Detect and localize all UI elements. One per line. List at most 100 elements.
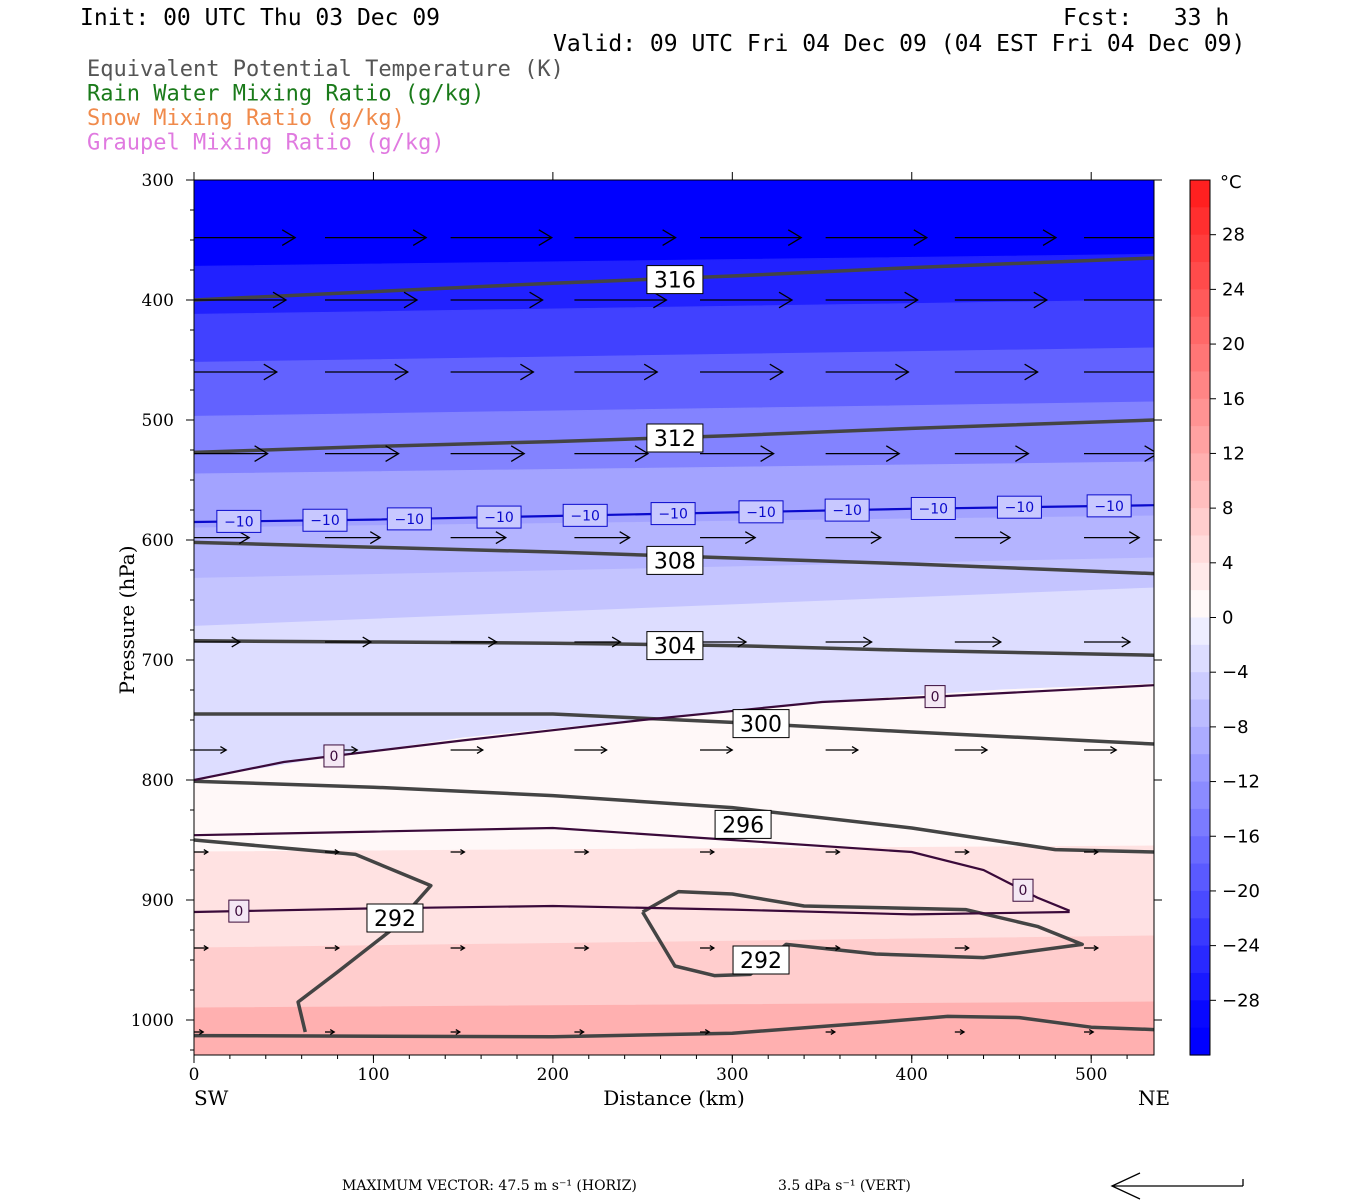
temperature-contour-label-box bbox=[302, 508, 348, 532]
colorbar-swatch bbox=[1190, 289, 1210, 318]
wind-vector bbox=[700, 636, 748, 648]
wind-vector bbox=[450, 445, 526, 462]
temperature-contour-label: −10 bbox=[746, 505, 776, 521]
legend-entry: Graupel Mixing Ratio (g/kg) bbox=[87, 131, 445, 156]
wind-vector bbox=[574, 636, 622, 648]
reference-vector-arrow bbox=[1110, 1172, 1244, 1200]
wind-vector bbox=[1084, 299, 1154, 301]
colorbar-swatch bbox=[1190, 644, 1210, 673]
colorbar-tick-label: 0 bbox=[1222, 608, 1233, 629]
colorbar-swatch bbox=[1190, 781, 1210, 810]
wind-vector bbox=[700, 745, 734, 755]
wind-vector bbox=[450, 291, 544, 309]
theta-e-label: 316 bbox=[654, 269, 696, 294]
wind-vector bbox=[574, 945, 590, 951]
colorbar-swatch bbox=[1190, 1000, 1210, 1029]
colorbar-swatch bbox=[1190, 371, 1210, 400]
valid-time: Valid: 09 UTC Fri 04 Dec 09 (04 EST Fri … bbox=[553, 31, 1245, 57]
temperature-contour-label-box bbox=[650, 502, 696, 526]
temperature-contour-label: −10 bbox=[1005, 500, 1035, 516]
theta-e-label-box bbox=[714, 809, 772, 839]
wind-vector bbox=[1084, 1029, 1095, 1035]
temperature-contour-label: −10 bbox=[310, 513, 340, 529]
theta-e-label-box bbox=[732, 709, 790, 739]
wind-vector bbox=[1084, 445, 1154, 462]
theta-e-label: 296 bbox=[722, 813, 764, 838]
wind-vector bbox=[574, 229, 677, 246]
temperature-contour bbox=[194, 684, 1154, 782]
wind-vector bbox=[954, 849, 970, 855]
wind-vector bbox=[700, 229, 803, 246]
colorbar-swatch bbox=[1190, 672, 1210, 701]
temperature-contour-label-box bbox=[738, 500, 784, 524]
wind-vector bbox=[1084, 849, 1100, 855]
colorbar-swatch bbox=[1190, 1027, 1210, 1056]
wind-vector bbox=[324, 229, 428, 246]
temperature-contour-label-box bbox=[228, 899, 250, 923]
temperature-contour-label: −10 bbox=[919, 501, 949, 517]
y-tick-label: 300 bbox=[142, 171, 174, 191]
wind-vector bbox=[954, 945, 970, 951]
wind-vector bbox=[700, 531, 757, 545]
wind-vector bbox=[574, 745, 608, 755]
wind-vector bbox=[825, 849, 841, 855]
wind-vector bbox=[450, 1029, 462, 1035]
theta-e-label: 292 bbox=[374, 907, 416, 932]
theta-e-label: 292 bbox=[740, 949, 782, 974]
wind-vector bbox=[450, 849, 466, 855]
wind-vector bbox=[825, 291, 919, 309]
temperature-band bbox=[194, 845, 1154, 949]
y-tick-label: 700 bbox=[142, 651, 174, 671]
wind-vector bbox=[324, 636, 373, 648]
colorbar-swatch bbox=[1190, 863, 1210, 892]
wind-vector bbox=[194, 291, 288, 309]
x-axis-label: Distance (km) bbox=[603, 1086, 745, 1110]
temperature-contour-label: −10 bbox=[832, 503, 862, 519]
wind-vector bbox=[825, 745, 860, 755]
temperature-band bbox=[194, 347, 1154, 417]
colorbar-swatch bbox=[1190, 972, 1210, 1001]
wind-vector bbox=[450, 745, 485, 755]
vert-vector-text: 3.5 dPa s⁻¹ (VERT) bbox=[778, 1178, 911, 1194]
wind-vector bbox=[1084, 945, 1100, 951]
colorbar-tick-label: −20 bbox=[1222, 881, 1260, 902]
wind-vector bbox=[825, 363, 910, 381]
temperature-contour-label: −10 bbox=[658, 507, 688, 523]
temperature-contour-label: 0 bbox=[234, 904, 243, 920]
theta-e-contour bbox=[194, 540, 1154, 576]
y-tick-label: 800 bbox=[142, 771, 174, 791]
wind-vector bbox=[450, 531, 508, 545]
colorbar-tick-label: −24 bbox=[1222, 936, 1260, 957]
temperature-contour-label-box bbox=[996, 495, 1042, 519]
colorbar-swatch bbox=[1190, 754, 1210, 783]
wind-vector bbox=[324, 1029, 336, 1035]
wind-vector bbox=[194, 636, 242, 648]
legend-entry: Rain Water Mixing Ratio (g/kg) bbox=[87, 82, 484, 107]
wind-vector bbox=[825, 1029, 837, 1035]
temperature-contour-label-box bbox=[924, 685, 946, 709]
wind-vector bbox=[324, 363, 410, 381]
wind-vector bbox=[1084, 363, 1154, 381]
wind-vector bbox=[954, 1029, 966, 1035]
colorbar-unit: °C bbox=[1220, 172, 1242, 193]
colorbar-swatch bbox=[1190, 590, 1210, 619]
wind-vector bbox=[954, 229, 1058, 246]
colorbar-swatch bbox=[1190, 426, 1210, 455]
wind-vector bbox=[1084, 531, 1141, 545]
wind-vector bbox=[194, 1029, 205, 1035]
wind-vector bbox=[450, 636, 498, 648]
temperature-contour-label: −10 bbox=[570, 508, 600, 524]
plot-area bbox=[194, 180, 1154, 1055]
y-tick-label: 500 bbox=[142, 411, 174, 431]
temperature-contour bbox=[194, 904, 1070, 916]
colorbar-tick-label: −4 bbox=[1222, 662, 1249, 683]
theta-e-label-box bbox=[646, 423, 704, 453]
wind-vector bbox=[450, 945, 466, 951]
wind-vector bbox=[574, 1029, 585, 1035]
colorbar-swatch bbox=[1190, 535, 1210, 564]
colorbar-tick-label: 12 bbox=[1222, 443, 1245, 464]
temperature-contour-label-box bbox=[562, 503, 608, 527]
wind-vector bbox=[954, 363, 1039, 381]
y-tick-label: 1000 bbox=[131, 1011, 174, 1031]
